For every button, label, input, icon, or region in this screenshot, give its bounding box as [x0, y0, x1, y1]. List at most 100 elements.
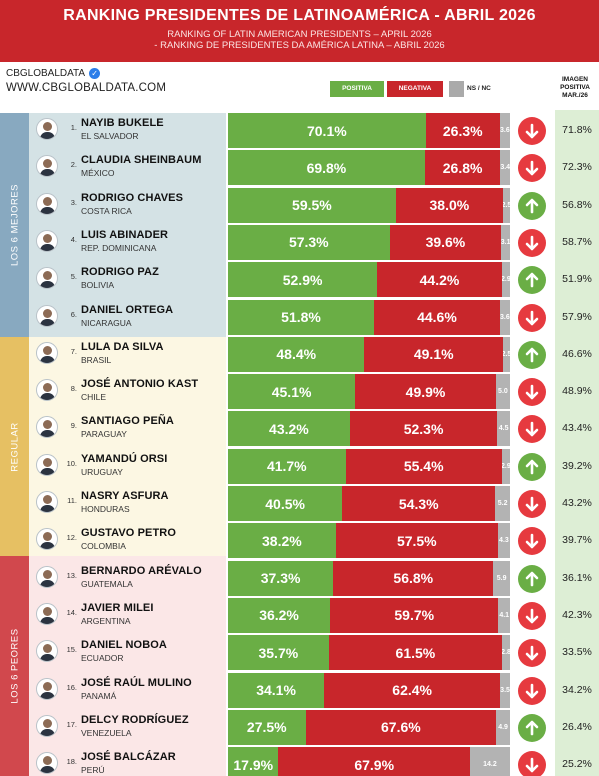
arrow-up-icon	[518, 452, 546, 481]
avatar-head	[43, 644, 52, 654]
president-row: 15. DANIEL NOBOA ECUADOR 35.7% 61.5% 2.8 33.5%	[0, 635, 599, 672]
bar-ns-nc: 14.2	[469, 747, 510, 776]
country-name: VENEZUELA	[81, 727, 132, 738]
image-positive-value: 39.2%	[562, 459, 592, 472]
avatar-head	[43, 457, 52, 467]
bar-ns-nc: 3.4	[500, 150, 510, 186]
bar-negative: 26.3%	[425, 113, 500, 148]
avatar	[36, 118, 58, 140]
bar-ns-nc: 2.9	[501, 448, 510, 484]
avatar-head	[43, 606, 52, 616]
country-name: ARGENTINA	[81, 615, 131, 626]
avatar-body	[40, 281, 55, 289]
avatar-body	[40, 132, 55, 139]
avatar	[36, 341, 58, 364]
arrow-up-icon	[518, 191, 546, 220]
bar-negative: 67.9%	[278, 747, 470, 776]
group-side-best: LOS 6 MEJORES	[0, 113, 29, 337]
brand-name: CBGLOBALDATA	[6, 68, 86, 79]
rank-number: 6.	[70, 309, 77, 319]
president-row: 14. JAVIER MILEI ARGENTINA 36.2% 59.7% 4.1 42.…	[0, 597, 599, 635]
bar-ns-nc: 2.9	[501, 262, 510, 298]
verified-check-icon: ✓	[89, 68, 101, 79]
stacked-bar: 52.9% 44.2% 2.9	[228, 262, 510, 298]
avatar	[36, 379, 58, 402]
president-name: DELCY RODRÍGUEZ	[81, 713, 189, 726]
image-positive-value: 42.3%	[562, 608, 592, 621]
avatar-head	[43, 756, 52, 766]
rank-number: 12.	[66, 533, 77, 543]
president-name: JOSÉ BALCÁZAR	[81, 751, 176, 764]
avatar-head	[43, 569, 52, 579]
image-positive-value: 34.2%	[562, 683, 592, 696]
image-positive-value: 48.9%	[562, 385, 592, 398]
president-row: 4. LUIS ABINADER REP. DOMINICANA 57.3% 39.6%…	[0, 224, 599, 262]
avatar-body	[40, 169, 55, 177]
header-banner: RANKING PRESIDENTES DE LATINOAMÉRICA - A…	[0, 0, 599, 62]
bar-negative: 49.1%	[364, 336, 503, 372]
avatar	[36, 192, 58, 215]
avatar-head	[43, 383, 52, 393]
legend-ns-nc: NS / NC	[449, 81, 509, 97]
bar-negative: 62.4%	[324, 672, 501, 708]
avatar-body	[40, 355, 55, 363]
image-positive-value: 36.1%	[562, 571, 592, 584]
subtitle-portuguese: - RANKING DE PRESIDENTES DA AMÉRICA LATI…	[154, 40, 445, 51]
avatar-body	[40, 467, 55, 475]
bar-ns-nc: 4.5	[497, 411, 510, 447]
image-positive-value: 71.8%	[562, 124, 592, 136]
rank-number: 18.	[66, 757, 77, 767]
bar-positive: 52.9%	[228, 262, 378, 298]
president-row: 16. JOSÉ RAÚL MULINO PANAMÁ 34.1% 62.4% 3.5 34…	[0, 672, 599, 710]
stacked-bar: 59.5% 38.0% 2.5	[228, 187, 510, 223]
arrow-down-icon	[518, 303, 546, 332]
rank-number: 3.	[70, 197, 77, 207]
brand-url[interactable]: WWW.CBGLOBALDATA.COM	[6, 82, 167, 94]
rank-number: 4.	[70, 234, 77, 244]
rank-number: 16.	[66, 682, 77, 692]
country-name: GUATEMALA	[81, 578, 133, 589]
country-name: BOLIVIA	[81, 280, 115, 291]
rank-number: 9.	[70, 421, 77, 431]
avatar-head	[43, 233, 52, 243]
arrow-down-icon	[518, 490, 546, 518]
president-name: SANTIAGO PEÑA	[81, 415, 174, 428]
avatar	[36, 602, 58, 625]
country-name: CHILE	[81, 392, 107, 403]
stacked-bar: 51.8% 44.6% 3.6	[228, 299, 510, 335]
image-positive-value: 57.9%	[562, 310, 592, 323]
arrow-down-icon	[518, 117, 546, 145]
president-name: JOSÉ ANTONIO KAST	[81, 378, 199, 391]
rank-number: 13.	[66, 570, 77, 580]
image-positive-value: 43.4%	[562, 422, 592, 435]
president-name: BERNARDO ARÉVALO	[81, 564, 202, 577]
arrow-down-icon	[518, 676, 546, 705]
image-positive-value: 58.7%	[562, 235, 592, 248]
avatar	[36, 714, 58, 737]
president-row: 11. NASRY ASFURA HONDURAS 40.5% 54.3% 5.2 43.2…	[0, 486, 599, 523]
president-name: LUIS ABINADER	[81, 228, 169, 241]
arrow-up-icon	[518, 266, 546, 295]
country-name: PERÚ	[81, 765, 105, 776]
bar-positive: 35.7%	[228, 635, 329, 671]
president-row: 18. JOSÉ BALCÁZAR PERÚ 17.9% 67.9% 14.2 25.2%	[0, 747, 599, 776]
arrow-down-icon	[518, 601, 546, 630]
stacked-bar: 37.3% 56.8% 5.9	[228, 560, 510, 596]
bar-ns-nc: 3.6	[499, 113, 510, 148]
president-row: 6. DANIEL ORTEGA NICARAGUA 51.8% 44.6% 3.6 57.…	[0, 299, 599, 337]
avatar	[36, 155, 58, 178]
bar-positive: 34.1%	[228, 672, 325, 708]
bar-positive: 37.3%	[228, 560, 334, 596]
bar-positive: 43.2%	[228, 411, 350, 447]
subtitle-english: RANKING OF LATIN AMERICAN PRESIDENTS – A…	[167, 29, 432, 40]
president-row: 5. RODRIGO PAZ BOLIVIA 52.9% 44.2% 2.9 51.9%	[0, 262, 599, 299]
brand-name-row: CBGLOBALDATA ✓	[6, 68, 166, 79]
rank-number: 10.	[66, 458, 77, 468]
avatar-body	[40, 654, 55, 662]
brand-block: CBGLOBALDATA ✓ WWW.CBGLOBALDATA.COM	[6, 68, 166, 94]
image-positive-value: 33.5%	[562, 646, 592, 659]
bar-ns-nc: 3.6	[499, 299, 510, 335]
country-name: URUGUAY	[81, 466, 123, 477]
president-name: NAYIB BUKELE	[81, 117, 164, 129]
president-row: 13. BERNARDO ARÉVALO GUATEMALA 37.3% 56.8% 5.…	[0, 560, 599, 598]
